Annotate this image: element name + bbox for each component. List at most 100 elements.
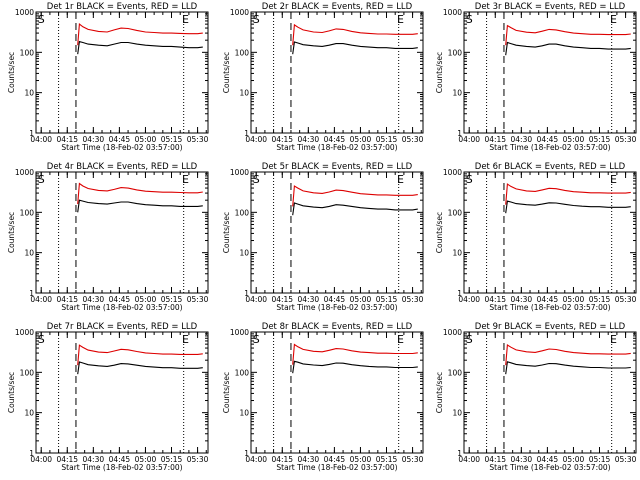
y-tick-label: 1 (29, 129, 34, 138)
panel-title: Det 1r BLACK = Events, RED = LLD (47, 2, 198, 12)
y-tick-label: 1000 (230, 168, 249, 177)
x-tick-label: 05:00 (350, 135, 372, 144)
y-tick-label: 10 (239, 249, 249, 258)
y-tick-label: 100 (448, 208, 463, 217)
x-tick-label: 05:30 (187, 455, 209, 464)
x-tick-label: 04:15 (271, 455, 293, 464)
x-tick-label: 04:15 (271, 135, 293, 144)
lld-series-line (77, 23, 203, 46)
x-tick-label: 04:00 (30, 295, 52, 304)
panel-title: Det 7r BLACK = Events, RED = LLD (47, 322, 198, 332)
x-tick-label: 05:15 (376, 295, 398, 304)
y-tick-label: 1 (457, 449, 462, 458)
y-axis-label: Counts/sec (222, 212, 231, 253)
detector-panel-5: Det 5r BLACK = Events, RED = LLD 1 10 100 10… (222, 162, 424, 312)
x-tick-label: 04:15 (56, 295, 78, 304)
end-marker: E (610, 333, 617, 346)
panel-title: Det 2r BLACK = Events, RED = LLD (262, 2, 413, 12)
y-axis-label: Counts/sec (7, 52, 16, 93)
start-marker: S (253, 173, 260, 186)
end-marker: E (182, 333, 189, 346)
x-tick-label: 04:00 (458, 135, 480, 144)
x-axis-label: Start Time (18-Feb-02 03:57:00) (276, 463, 397, 472)
y-tick-label: 1000 (443, 328, 462, 337)
y-tick-label: 1 (457, 289, 462, 298)
x-tick-label: 04:30 (511, 135, 533, 144)
y-tick-label: 1000 (15, 8, 34, 17)
events-series-line (77, 40, 203, 55)
x-tick-label: 04:45 (537, 135, 559, 144)
x-tick-label: 05:30 (615, 295, 637, 304)
x-tick-label: 05:15 (161, 135, 183, 144)
y-axis-label: Counts/sec (222, 372, 231, 413)
detector-panel-4: Det 4r BLACK = Events, RED = LLD 1 10 100 10… (7, 162, 209, 312)
x-tick-label: 05:00 (563, 455, 585, 464)
y-tick-label: 1 (457, 129, 462, 138)
events-series-line (292, 41, 418, 55)
x-tick-label: 05:00 (135, 135, 157, 144)
lld-series-line (292, 185, 418, 207)
start-marker: S (466, 173, 473, 186)
x-tick-label: 04:15 (56, 455, 78, 464)
x-tick-label: 05:30 (187, 135, 209, 144)
x-tick-label: 05:30 (402, 455, 424, 464)
y-tick-label: 10 (452, 249, 462, 258)
start-marker: S (253, 333, 260, 346)
x-tick-label: 04:30 (511, 295, 533, 304)
events-series-line (505, 361, 631, 375)
x-tick-label: 04:30 (298, 135, 320, 144)
y-tick-label: 100 (448, 368, 463, 377)
y-axis-label: Counts/sec (435, 372, 444, 413)
events-series-line (77, 199, 203, 213)
y-tick-label: 1000 (443, 8, 462, 17)
end-marker: E (610, 173, 617, 186)
y-tick-label: 1000 (15, 168, 34, 177)
y-tick-label: 10 (239, 89, 249, 98)
plot-frame (35, 11, 209, 134)
y-tick-label: 100 (235, 208, 250, 217)
x-tick-label: 05:30 (615, 135, 637, 144)
x-tick-label: 04:00 (458, 295, 480, 304)
end-marker: E (397, 333, 404, 346)
y-tick-label: 1 (244, 129, 249, 138)
y-tick-label: 1000 (443, 168, 462, 177)
end-marker: E (397, 13, 404, 26)
x-tick-label: 05:00 (135, 295, 157, 304)
x-tick-label: 04:15 (484, 135, 506, 144)
x-tick-label: 04:45 (324, 455, 346, 464)
x-axis-label: Start Time (18-Feb-02 03:57:00) (61, 143, 182, 152)
y-tick-label: 100 (20, 208, 35, 217)
detector-panel-8: Det 8r BLACK = Events, RED = LLD 1 10 100 10… (222, 322, 424, 472)
detector-panel-9: Det 9r BLACK = Events, RED = LLD 1 10 100 10… (435, 322, 637, 472)
x-tick-label: 05:15 (589, 135, 611, 144)
y-tick-label: 10 (24, 249, 34, 258)
x-tick-label: 04:30 (83, 295, 105, 304)
y-tick-label: 1 (29, 449, 34, 458)
x-tick-label: 04:45 (109, 295, 131, 304)
y-axis-label: Counts/sec (7, 372, 16, 413)
start-marker: S (38, 333, 45, 346)
panel-title: Det 5r BLACK = Events, RED = LLD (262, 162, 413, 172)
panel-title: Det 8r BLACK = Events, RED = LLD (262, 322, 413, 332)
x-tick-label: 05:00 (350, 455, 372, 464)
x-tick-label: 04:30 (298, 455, 320, 464)
plot-frame (35, 331, 209, 454)
x-tick-label: 05:15 (589, 455, 611, 464)
x-axis-label: Start Time (18-Feb-02 03:57:00) (61, 303, 182, 312)
y-tick-label: 1000 (230, 8, 249, 17)
x-tick-label: 04:00 (30, 135, 52, 144)
y-tick-label: 1000 (15, 328, 34, 337)
lld-series-line (505, 344, 631, 366)
x-axis-label: Start Time (18-Feb-02 03:57:00) (489, 463, 610, 472)
end-marker: E (182, 173, 189, 186)
x-tick-label: 04:15 (484, 455, 506, 464)
lld-series-line (77, 182, 203, 205)
end-marker: E (397, 173, 404, 186)
x-tick-label: 04:00 (458, 455, 480, 464)
x-tick-label: 04:30 (83, 455, 105, 464)
y-tick-label: 1 (244, 449, 249, 458)
detector-panel-2: Det 2r BLACK = Events, RED = LLD 1 10 100 10… (222, 2, 424, 152)
plot-frame (35, 171, 209, 294)
x-tick-label: 04:45 (324, 295, 346, 304)
